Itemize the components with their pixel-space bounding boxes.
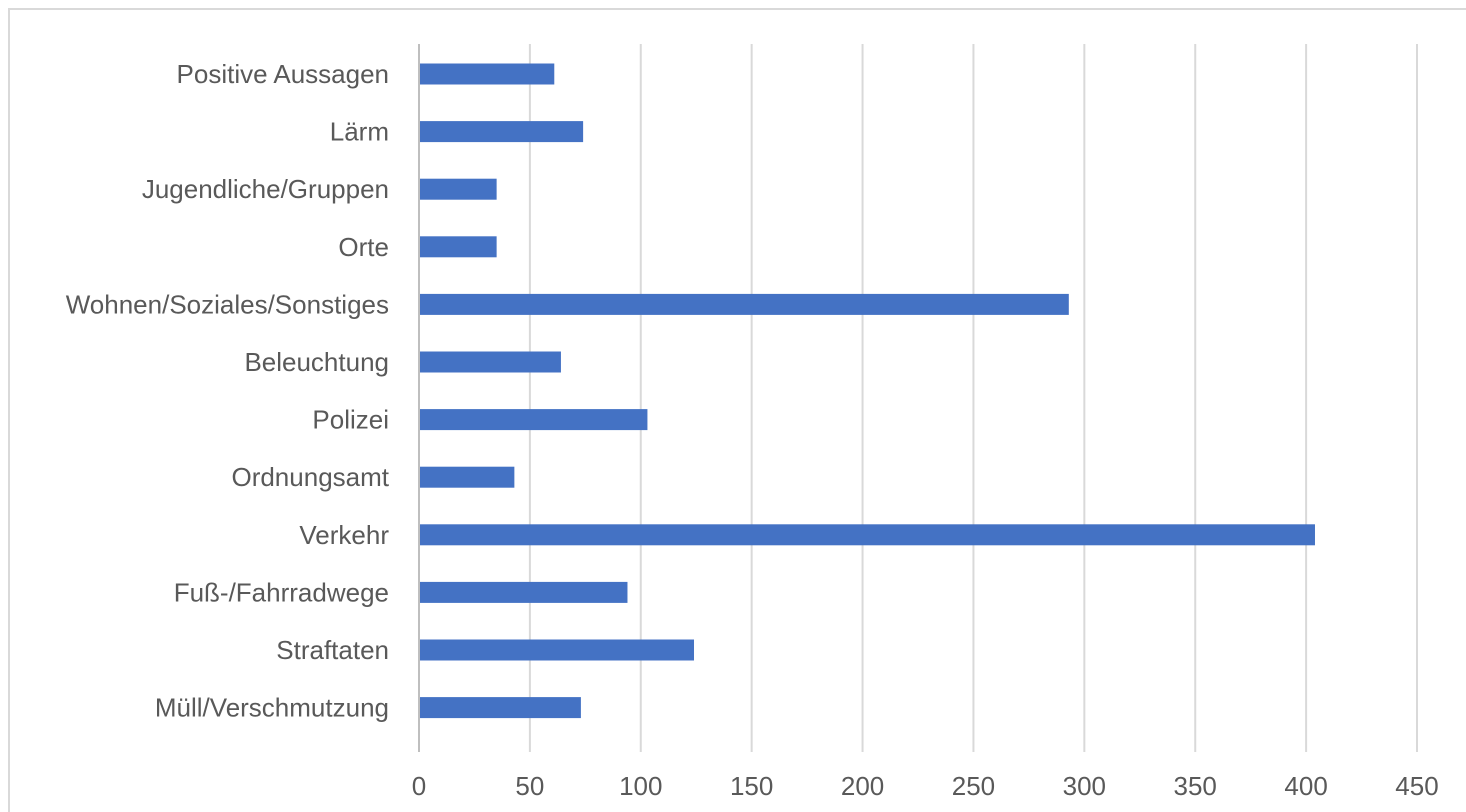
category-label: Orte <box>338 232 389 262</box>
category-labels: Positive Aussagen Lärm Jugendliche/Gruppen… <box>66 59 390 723</box>
bar-10 <box>419 639 695 661</box>
tick-label: 300 <box>1063 771 1106 801</box>
category-label: Müll/Verschmutzung <box>155 693 389 723</box>
bar-5 <box>419 351 561 373</box>
bar-1 <box>419 121 584 143</box>
tick-label: 250 <box>952 771 995 801</box>
gridlines <box>528 44 1418 752</box>
tick-label: 450 <box>1395 771 1438 801</box>
category-label: Verkehr <box>299 520 389 550</box>
category-label: Jugendliche/Gruppen <box>142 174 389 204</box>
category-label: Fuß-/Fahrradwege <box>174 577 389 607</box>
bar-3 <box>419 236 497 258</box>
bar-7 <box>419 466 515 488</box>
tick-label: 0 <box>412 771 426 801</box>
bar-11 <box>419 697 581 719</box>
value-axis-ticks: 0 50 100 150 200 250 300 350 400 450 <box>412 771 1439 801</box>
tick-label: 100 <box>619 771 662 801</box>
bar-9 <box>419 581 628 603</box>
category-label: Ordnungsamt <box>231 462 389 492</box>
bar-2 <box>419 178 497 200</box>
tick-label: 200 <box>841 771 884 801</box>
category-label: Wohnen/Soziales/Sonstiges <box>66 289 389 319</box>
category-label: Straftaten <box>276 635 389 665</box>
category-label: Polizei <box>312 405 389 435</box>
category-label: Beleuchtung <box>244 347 389 377</box>
category-label: Lärm <box>330 117 389 147</box>
bar-4 <box>419 293 1069 315</box>
tick-label: 400 <box>1284 771 1327 801</box>
tick-label: 50 <box>515 771 544 801</box>
tick-label: 150 <box>730 771 773 801</box>
tick-label: 350 <box>1174 771 1217 801</box>
chart-frame <box>8 8 1466 812</box>
category-label: Positive Aussagen <box>177 59 389 89</box>
bar-6 <box>419 409 648 431</box>
bar-0 <box>419 63 555 85</box>
bars <box>419 63 1315 719</box>
bar-8 <box>419 524 1315 546</box>
